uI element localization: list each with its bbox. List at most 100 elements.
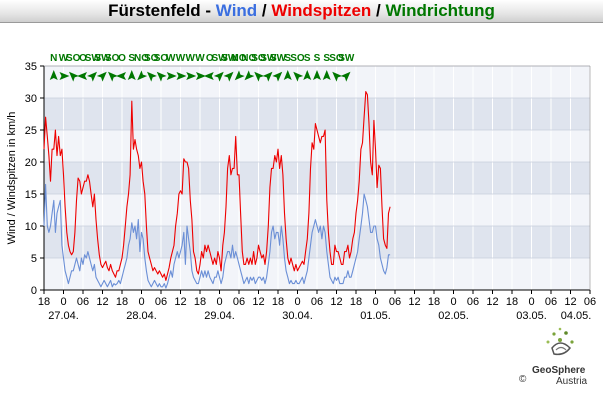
direction-arrow-icon	[156, 71, 167, 82]
logo-name: GeoSphere	[532, 365, 586, 376]
x-tick-label: 18	[194, 296, 206, 308]
direction-label: O	[118, 53, 126, 64]
x-tick-label: 12	[96, 296, 108, 308]
y-axis-label: Wind / Windspitzen in km/h	[6, 112, 18, 245]
x-tick-label: 12	[330, 296, 342, 308]
x-tick-label: 06	[155, 296, 167, 308]
x-tick-label: 06	[233, 296, 245, 308]
direction-arrow-icon	[49, 70, 58, 80]
direction-arrow-icon	[137, 70, 148, 81]
direction-arrow-icon	[108, 71, 118, 82]
x-tick-label: 06	[584, 296, 596, 308]
x-tick-label: 12	[174, 296, 186, 308]
direction-arrow-icon	[59, 72, 70, 80]
direction-arrow-icon	[116, 72, 126, 80]
x-tick-label: 0	[294, 296, 300, 308]
date-label: 04.05.	[561, 310, 592, 322]
direction-arrow-icon	[87, 71, 97, 82]
direction-label: W	[166, 53, 176, 64]
direction-label: N	[50, 53, 57, 64]
x-tick-label: 12	[564, 296, 576, 308]
chart-title: Fürstenfeld - Wind / Windspitzen / Windr…	[0, 0, 603, 23]
x-tick-label: 18	[116, 296, 128, 308]
geosphere-logo-icon	[546, 327, 574, 356]
direction-label: NO	[241, 53, 256, 64]
direction-arrow-icon	[166, 72, 177, 80]
x-tick-label: 06	[467, 296, 479, 308]
direction-arrow-icon	[196, 72, 206, 80]
date-label: 03.05.	[516, 310, 547, 322]
direction-label: SW	[94, 53, 111, 64]
direction-label: S	[314, 53, 321, 64]
x-tick-label: 0	[450, 296, 456, 308]
direction-arrow-icon	[213, 71, 224, 82]
direction-label: SO	[251, 53, 266, 64]
title-station: Fürstenfeld	[108, 1, 201, 20]
direction-arrow-icon	[254, 71, 265, 82]
date-label: 02.05.	[438, 310, 469, 322]
x-tick-label: 06	[77, 296, 89, 308]
direction-label: SO	[144, 53, 159, 64]
x-tick-label: 18	[506, 296, 518, 308]
direction-arrow-icon	[293, 71, 304, 82]
x-tick-label: 06	[311, 296, 323, 308]
x-tick-label: 18	[428, 296, 440, 308]
direction-label: SO	[105, 53, 120, 64]
direction-label: SW	[221, 53, 238, 64]
x-tick-label: 12	[486, 296, 498, 308]
direction-label: W	[176, 53, 186, 64]
direction-arrow-icon	[262, 71, 273, 82]
direction-label: W	[195, 53, 205, 64]
title-direction: Windrichtung	[385, 1, 495, 20]
x-tick-label: 0	[372, 296, 378, 308]
title-sep-1: -	[200, 1, 216, 20]
title-sep-2: /	[257, 1, 272, 20]
direction-label: S	[323, 53, 330, 64]
direction-label: NO	[232, 53, 247, 64]
logo-sub: Austria	[556, 376, 588, 387]
x-tick-label: 18	[350, 296, 362, 308]
direction-label: SO	[154, 53, 169, 64]
y-tick-label: 0	[31, 285, 37, 297]
y-tick-label: 10	[25, 221, 37, 233]
x-tick-label: 12	[408, 296, 420, 308]
wind-chart: 0 5 10 15 20 25 30 35 Wind / Windspitzen in km/h…	[6, 53, 596, 322]
direction-label: SW	[270, 53, 287, 64]
y-tick-label: 15	[25, 189, 37, 201]
direction-label: SW	[85, 53, 102, 64]
direction-arrow-icon	[244, 70, 255, 81]
x-tick-label: 0	[528, 296, 534, 308]
direction-arrow-icon	[127, 70, 136, 80]
direction-arrow-icon	[283, 70, 292, 80]
direction-arrow-icon	[203, 72, 214, 80]
logo-copyright: ©	[519, 374, 527, 385]
direction-label: SO	[290, 53, 305, 64]
direction-arrow-icon	[96, 71, 107, 82]
y-tick-label: 20	[25, 157, 37, 169]
direction-label: SW	[211, 53, 228, 64]
title-wind: Wind	[215, 1, 258, 20]
y-tick-label: 30	[25, 93, 37, 105]
y-tick-label: 5	[31, 253, 37, 265]
x-tick-label: 0	[60, 296, 66, 308]
title-sep-3: /	[371, 1, 386, 20]
date-label: 29.04.	[204, 310, 235, 322]
direction-arrow-icon	[223, 71, 234, 82]
direction-arrow-icon	[332, 71, 343, 82]
direction-label: SW	[338, 53, 355, 64]
x-tick-label: 18	[272, 296, 284, 308]
date-label: 30.04.	[282, 310, 313, 322]
direction-arrow-icon	[272, 71, 283, 82]
direction-arrow-icon	[77, 72, 87, 80]
series-line-windspitzen	[43, 91, 391, 281]
direction-arrow-icon	[313, 70, 321, 80]
x-tick-label: 0	[216, 296, 222, 308]
direction-label: SO	[329, 53, 344, 64]
direction-arrow-icon	[322, 70, 331, 80]
x-tick-label: 0	[138, 296, 144, 308]
y-tick-label: 25	[25, 125, 37, 137]
direction-label: W	[59, 53, 69, 64]
direction-arrow-icon	[147, 71, 157, 82]
direction-arrow-icon	[186, 72, 197, 80]
direction-label: O	[206, 53, 214, 64]
